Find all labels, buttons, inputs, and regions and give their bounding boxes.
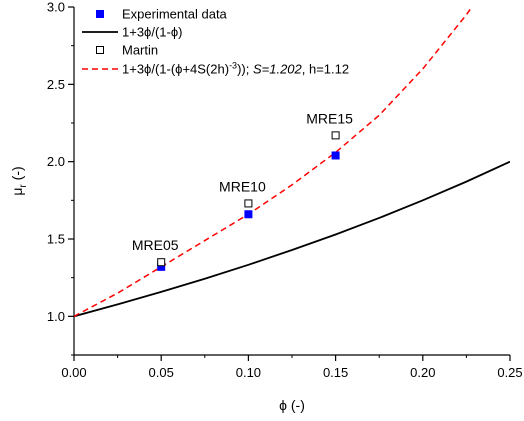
legend-marker-martin xyxy=(96,46,104,54)
y-axis-title-subscript: r xyxy=(18,184,29,188)
x-tick-label: 0.00 xyxy=(61,365,86,380)
legend-label: Martin xyxy=(122,43,158,58)
martin-point xyxy=(331,131,340,140)
sample-label: MRE10 xyxy=(219,178,266,194)
martin-point xyxy=(157,258,166,267)
x-tick-label: 0.05 xyxy=(149,365,174,380)
y-tick-label: 2.5 xyxy=(47,77,65,92)
legend-label-italic: S=1.202 xyxy=(253,62,303,77)
x-tick-label: 0.20 xyxy=(410,365,435,380)
legend-label: Experimental data xyxy=(122,7,228,22)
sample-label: MRE05 xyxy=(132,237,179,253)
martin-point xyxy=(244,199,253,208)
experimental-point xyxy=(157,262,166,271)
legend-marker-experimental xyxy=(96,10,104,18)
legend-label-part: 1+3ϕ/(1-(ϕ+4S(2h) xyxy=(122,62,229,77)
sample-label: MRE15 xyxy=(306,110,353,126)
model-solid-line xyxy=(74,160,510,318)
y-tick-label: 1.0 xyxy=(47,309,65,324)
x-axis-title: ϕ (-) xyxy=(279,397,305,413)
x-tick-label: 0.15 xyxy=(323,365,348,380)
legend-label-superscript: -3 xyxy=(229,61,237,71)
y-axis-title-unit: (-) xyxy=(9,166,25,184)
y-axis-title-symbol: μ xyxy=(9,188,25,196)
axes: 0.00 0.05 0.10 0.15 0.20 0.25 1.0 1.5 2.0 2.5 3.0 xyxy=(47,0,523,380)
legend-label-part: )); xyxy=(237,62,253,77)
y-tick-label: 2.0 xyxy=(47,154,65,169)
y-axis-title: μr (-) xyxy=(9,166,29,195)
experimental-point xyxy=(331,151,340,160)
legend-label: 1+3ϕ/(1-(ϕ+4S(2h)-3)); S=1.202, h=1.12 xyxy=(122,61,349,77)
experimental-point xyxy=(244,210,253,219)
x-tick-label: 0.10 xyxy=(236,365,261,380)
series-layer xyxy=(74,7,510,318)
x-tick-label: 0.25 xyxy=(497,365,522,380)
y-tick-label: 1.5 xyxy=(47,232,65,247)
y-tick-label: 3.0 xyxy=(47,0,65,15)
model-dashed-line xyxy=(74,7,473,317)
annotations: MRE05 MRE10 MRE15 xyxy=(132,110,353,253)
legend-label-part: , h=1.12 xyxy=(302,62,349,77)
legend: Experimental data 1+3ϕ/(1-ϕ) Martin 1+3ϕ/(1… xyxy=(82,7,349,77)
legend-label: 1+3ϕ/(1-ϕ) xyxy=(122,25,182,40)
plot-clip-group xyxy=(74,7,510,318)
